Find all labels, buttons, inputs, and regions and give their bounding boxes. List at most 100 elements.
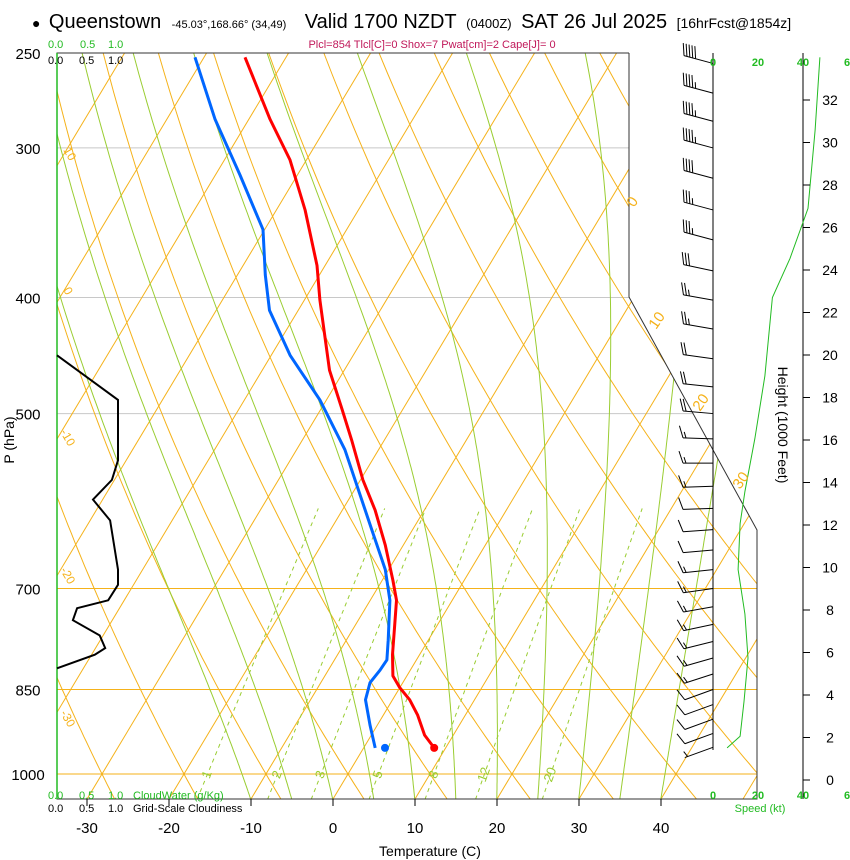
cloudiness-tick-top: 0.0 <box>48 55 63 67</box>
barb-feather <box>684 311 687 325</box>
temperature-line <box>243 56 436 749</box>
dry-adiabat <box>315 53 757 799</box>
pressure-tick-label: 300 <box>15 141 40 158</box>
moist-adiabat <box>619 53 694 799</box>
barb-staff <box>683 437 714 440</box>
barb-feather <box>681 311 684 324</box>
isotherm <box>57 53 290 799</box>
wind-barb <box>676 655 714 667</box>
barb-half-feather <box>683 676 688 683</box>
dry-adiabat <box>57 53 199 799</box>
isotherm <box>660 53 757 799</box>
barb-feather <box>677 540 684 553</box>
mixing-ratio-label: 1 <box>198 768 215 780</box>
barb-feather <box>688 159 691 173</box>
isotherm-label: 30 <box>729 469 752 492</box>
y-axis-title: P (hPa) <box>1 416 17 463</box>
mixing-ratio-label: 20 <box>540 765 559 784</box>
mixing-ratio-label: 3 <box>312 768 329 780</box>
barb-half-feather <box>682 605 687 612</box>
barb-feather <box>684 282 687 296</box>
speed-tick-bottom: 6 <box>844 790 850 802</box>
wind-barb <box>678 425 714 440</box>
speed-tick-top: 6 <box>844 57 850 69</box>
mixing-ratio-label: 2 <box>268 768 285 780</box>
dry-adiabat <box>57 53 365 799</box>
barb-feather <box>682 72 685 86</box>
cloudwater-tick-top: 0.5 <box>80 39 95 51</box>
dry-adiabat <box>57 53 282 799</box>
temperature-tick-label: 10 <box>407 820 424 837</box>
barb-half-feather <box>683 659 688 666</box>
barb-feather <box>688 74 691 87</box>
wind-barb <box>682 189 714 211</box>
isotherm-label: 20 <box>689 391 712 414</box>
mixing-ratio-line <box>310 508 427 799</box>
height-axis-title: Height (1000 Feet) <box>775 367 791 484</box>
height-tick-label: 24 <box>822 262 838 278</box>
x-axis-title: Temperature (C) <box>379 843 481 859</box>
barb-feather <box>685 43 688 57</box>
barb-feather <box>682 127 685 141</box>
height-tick-label: 18 <box>822 390 838 406</box>
isotherm <box>57 53 208 799</box>
barb-feather <box>688 129 691 142</box>
moist-adiabat <box>578 53 612 799</box>
barb-feather <box>691 129 694 143</box>
barb-staff <box>683 640 714 650</box>
wind-barb <box>676 689 714 701</box>
barb-feather <box>676 719 686 730</box>
valid-date: SAT 26 Jul 2025 <box>521 11 667 33</box>
isotherm-label: 10 <box>645 309 668 332</box>
barb-feather <box>679 371 684 384</box>
mixing-ratio-label: 8 <box>425 768 442 780</box>
barb-feather <box>676 704 686 716</box>
temperature-tick-label: 20 <box>489 820 506 837</box>
utc-time: (0400Z) <box>466 16 512 31</box>
cloudiness-label: Grid-Scale Cloudiness <box>133 803 243 815</box>
profiles <box>56 43 821 759</box>
barb-half-feather <box>683 566 687 573</box>
height-tick-label: 6 <box>826 645 834 661</box>
wind-barb <box>678 450 713 464</box>
barb-staff <box>684 746 714 759</box>
cloudwater-label: CloudWater (g/Kg) <box>133 790 224 802</box>
barb-feather <box>688 102 691 116</box>
barb-staff <box>683 294 714 301</box>
moist-adiabat <box>458 53 548 799</box>
barb-feather <box>682 100 685 114</box>
cloudwater-tick-top: 1.0 <box>108 39 123 51</box>
barb-feather <box>683 342 687 356</box>
barb-feather <box>677 519 684 532</box>
wind-barb <box>678 475 714 488</box>
barb-half-feather <box>683 456 687 464</box>
height-tick-label: 16 <box>822 432 838 448</box>
pressure-tick-label: 500 <box>15 407 40 424</box>
barb-staff <box>683 507 714 510</box>
barb-half-feather <box>682 624 688 631</box>
wind-barb <box>679 371 714 388</box>
speed-tick-top: 20 <box>752 57 764 69</box>
isotherm-label: 0 <box>623 194 642 211</box>
barb-staff <box>683 323 714 330</box>
barb-feather <box>682 371 687 385</box>
cloudiness-tick-top: 1.0 <box>108 55 123 67</box>
barb-feather <box>682 43 685 56</box>
barb-staff <box>683 529 714 533</box>
barb-feather <box>691 75 694 88</box>
title-line: ● Queenstown -45.03°,168.66° (34,49) Val… <box>32 11 791 33</box>
mixing-ratio-line <box>475 508 581 799</box>
barb-staff <box>683 264 714 272</box>
height-tick-label: 20 <box>822 347 838 363</box>
isotherm-label: 0 <box>60 285 76 298</box>
temperature-tick-label: 40 <box>653 820 670 837</box>
wind-barb <box>676 672 714 684</box>
barb-feather <box>682 219 685 233</box>
moist-adiabat <box>76 53 334 799</box>
barb-half-feather <box>687 289 690 297</box>
height-tick-label: 8 <box>826 602 834 618</box>
moist-adiabat <box>349 53 498 799</box>
station-name: Queenstown <box>49 11 161 33</box>
barb-feather <box>694 46 697 59</box>
